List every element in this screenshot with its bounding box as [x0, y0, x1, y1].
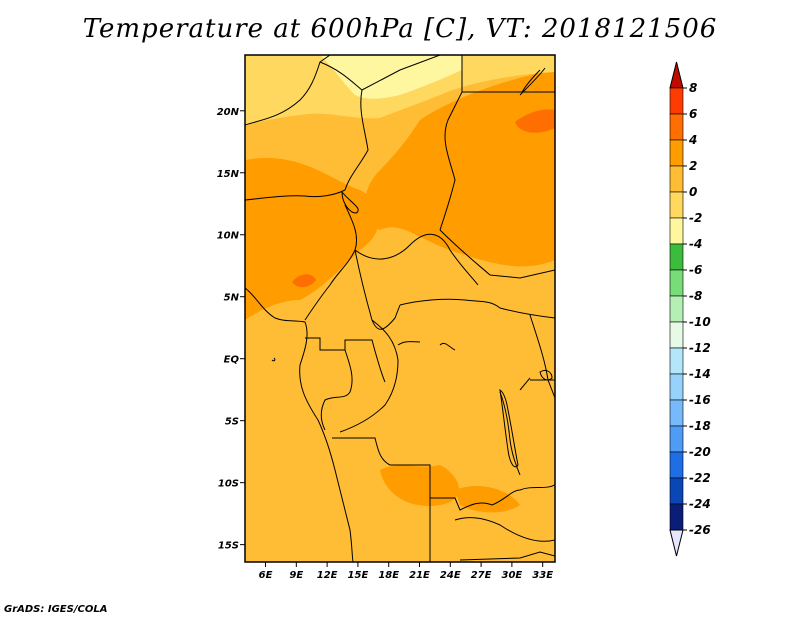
- colorbar-swatch: [669, 113, 684, 141]
- colorbar-bottom-arrow: [669, 529, 684, 557]
- border-cameroon-gabon-congo: [305, 337, 386, 383]
- colorbar-label: -12: [689, 341, 711, 355]
- lon-label: 15E: [348, 570, 369, 581]
- colorbar-swatch: [669, 477, 684, 505]
- map-frame: [244, 54, 556, 563]
- longitude-axis: 6E 9E 12E 15E 18E 21E 24E 27E 30E 33E: [259, 562, 553, 581]
- colorbar-label: 2: [689, 159, 697, 173]
- colorbar-label: -2: [689, 211, 702, 225]
- colorbar-swatch: [669, 451, 684, 479]
- lon-label: 9E: [289, 570, 303, 581]
- lat-label: 15S: [218, 541, 239, 552]
- colorbar-label: -6: [689, 263, 702, 277]
- lake-tanganyika: [499, 388, 519, 468]
- border-drc-angola: [332, 437, 493, 511]
- colorbar-label: 0: [689, 185, 697, 199]
- border-niger-chad: [344, 89, 369, 191]
- colorbar-label: -24: [689, 497, 711, 511]
- colorbar-swatch: [669, 139, 684, 167]
- lon-label: 27E: [471, 570, 492, 581]
- hot-spot-east: [515, 109, 555, 133]
- warm-patch-south: [455, 485, 520, 513]
- coastline-west: [245, 287, 354, 562]
- chart-title: Temperature at 600hPa [C], VT: 201812150…: [82, 14, 718, 44]
- border-nigeria-niger: [245, 189, 346, 201]
- temperature-field: [245, 55, 555, 562]
- border-gabon-congo: [320, 349, 353, 431]
- lon-label: 18E: [378, 570, 399, 581]
- colorbar-swatch: [669, 399, 684, 427]
- colorbar-swatch: [669, 87, 684, 115]
- country-borders: [245, 55, 555, 562]
- red-sea-coast: [519, 67, 546, 96]
- latitude-axis: 20N 15N 10N 5N EQ 5S 10S 15S: [217, 107, 245, 552]
- colorbar-label: -14: [689, 367, 711, 381]
- lat-label: 5S: [225, 417, 239, 428]
- colorbar-swatch: [669, 269, 684, 297]
- border-nigeria-cameroon: [304, 204, 358, 321]
- lon-label: 21E: [409, 570, 430, 581]
- border-chad-car: [354, 233, 479, 286]
- border-drc-zambia: [491, 484, 555, 506]
- colorbar-label: -18: [689, 419, 711, 433]
- colorbar-label: -10: [689, 315, 711, 329]
- colorbar-swatch: [669, 503, 684, 531]
- border-congo-drc: [339, 319, 399, 433]
- warm-band-west: [245, 157, 379, 320]
- colorbar-swatch: [669, 243, 684, 271]
- lat-label: 15N: [217, 169, 240, 180]
- colorbar-swatch: [669, 321, 684, 349]
- colorbar-top-arrow: [669, 61, 684, 89]
- border-car-drc: [399, 298, 555, 319]
- hot-spot-west: [292, 274, 316, 288]
- colorbar-label: -20: [689, 445, 711, 459]
- lat-label: 20N: [217, 107, 240, 118]
- colorbar-swatch: [669, 217, 684, 245]
- border-southwest-namibia: [459, 551, 555, 561]
- colorbar-label: 4: [688, 133, 697, 147]
- warm-patch-center: [380, 465, 459, 506]
- lon-label: 24E: [440, 570, 461, 581]
- border-car-sudan: [439, 229, 555, 279]
- colorbar: 8 6 4 2 0 -2 -4 -6 -8 -10 -12 -14 -16 -18 -20 -22 -24 -26: [669, 61, 711, 557]
- colorbar-swatch: [669, 191, 684, 219]
- colorbar-label: -4: [689, 237, 702, 251]
- colorbar-label: -26: [689, 523, 711, 537]
- lat-label: EQ: [224, 355, 240, 366]
- colorbar-label: 8: [689, 81, 697, 95]
- credit-text: GrADS: IGES/COLA: [4, 604, 108, 615]
- lon-label: 12E: [317, 570, 338, 581]
- warm-band-northeast: [365, 70, 555, 267]
- colorbar-swatch: [669, 295, 684, 323]
- colorbar-swatch: [669, 373, 684, 401]
- coolest-band-north: [320, 55, 462, 99]
- lat-label: 5N: [224, 293, 240, 304]
- colorbar-label: -22: [689, 471, 711, 485]
- colorbar-label: -16: [689, 393, 711, 407]
- colorbar-swatch: [669, 425, 684, 453]
- lon-label: 30E: [502, 570, 523, 581]
- colorbar-swatch: [669, 165, 684, 193]
- lake-victoria: [539, 369, 553, 381]
- border-zambia-south: [454, 517, 555, 542]
- lat-label: 10S: [218, 479, 239, 490]
- colorbar-swatch: [669, 347, 684, 375]
- lon-label: 33E: [532, 570, 553, 581]
- colorbar-label: -8: [689, 289, 702, 303]
- border-chad-sudan: [439, 91, 463, 231]
- lon-label: 6E: [259, 570, 273, 581]
- colorbar-label: 6: [689, 107, 697, 121]
- inland-features: [271, 341, 456, 362]
- lake-chad: [341, 190, 359, 214]
- border-algeria-niger: [245, 55, 331, 126]
- lat-label: 10N: [217, 231, 240, 242]
